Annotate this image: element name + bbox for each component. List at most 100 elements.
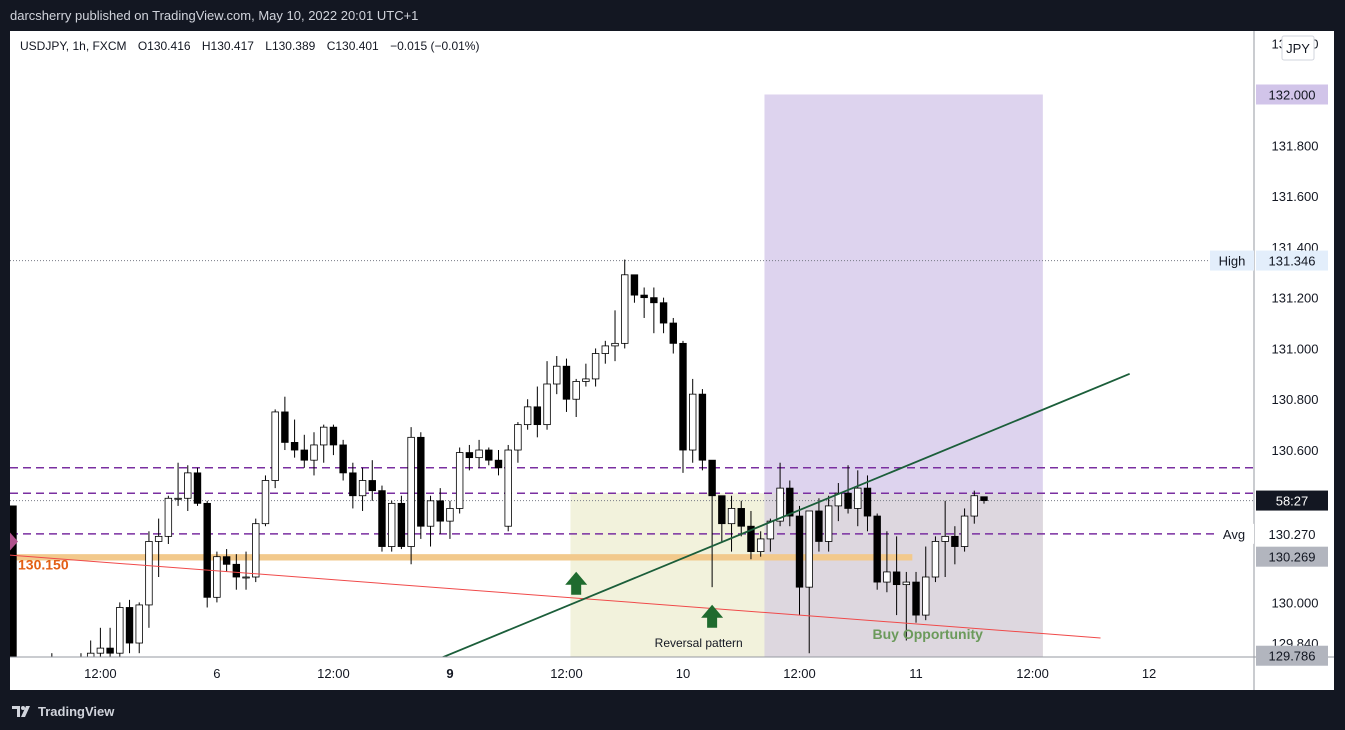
candle-5	[58, 679, 65, 690]
candle-4	[49, 653, 56, 690]
candle-body	[261, 480, 270, 525]
candle-body	[193, 472, 202, 504]
time-tick: 10	[676, 666, 690, 681]
candle-42	[417, 432, 425, 539]
candle-74	[727, 495, 736, 552]
price-tick: 131.200	[1272, 291, 1319, 306]
candle-39	[387, 500, 396, 552]
currency-box[interactable]	[1281, 35, 1315, 61]
candle-body	[533, 406, 542, 426]
candle-body	[116, 607, 124, 654]
candle-body	[300, 449, 308, 461]
time-tick: 11	[909, 666, 923, 681]
candle-57	[562, 358, 571, 412]
candle-9	[96, 627, 105, 657]
candle-body	[601, 345, 610, 354]
candle-body	[786, 487, 794, 517]
candle-29	[290, 419, 299, 458]
candle-40	[397, 495, 406, 550]
candle-body	[49, 679, 56, 690]
publisher-line: darcsherry published on TradingView.com,…	[10, 8, 419, 23]
price-tick: 131.800	[1272, 138, 1319, 153]
candle-55	[543, 361, 551, 430]
avg-label: Avg	[1223, 527, 1245, 542]
candle-22	[222, 549, 231, 572]
candle-body	[844, 492, 852, 509]
candle-82	[805, 510, 813, 654]
candle-61	[601, 340, 610, 364]
candle-69	[679, 340, 687, 473]
legend-symbol[interactable]: USDJPY, 1h, FXCM O130.416 H130.417 L130.…	[20, 39, 479, 53]
candle-body	[591, 353, 600, 380]
candle-79	[776, 462, 784, 527]
candle-56	[553, 356, 561, 395]
candle-body	[203, 502, 211, 598]
candle-76	[747, 510, 755, 560]
candle-body	[980, 496, 988, 501]
time-tick: 12	[1142, 666, 1156, 681]
candle-body	[747, 525, 755, 553]
candle-92	[902, 571, 911, 641]
candle-body	[892, 571, 901, 586]
candle-24	[242, 551, 250, 590]
candle-45	[446, 500, 454, 539]
candle-body	[922, 576, 930, 616]
time-tick: 12:00	[1016, 666, 1049, 681]
candle-93	[912, 571, 920, 623]
candle-body	[96, 647, 105, 654]
candle-body	[86, 652, 95, 657]
candle-body	[320, 426, 328, 446]
candle-body	[145, 541, 153, 606]
candle-body	[514, 424, 522, 451]
candle-94	[922, 546, 930, 621]
footer-brand[interactable]: TradingView	[12, 702, 114, 720]
candle-body	[417, 436, 425, 527]
candle-51	[504, 444, 512, 532]
candle-body	[154, 535, 163, 542]
candle-80	[786, 480, 794, 527]
buy-opportunity-label: Buy Opportunity	[873, 626, 984, 642]
candle-body	[912, 581, 920, 616]
candle-body	[960, 515, 969, 547]
candle-body	[504, 449, 512, 527]
trendline-red	[10, 554, 1101, 639]
candle-body	[795, 515, 804, 588]
chart-frame: Reversal pattern Buy Opportunity 130.150 1…	[10, 31, 1334, 690]
candle-body	[611, 342, 619, 347]
high-label: High	[1219, 254, 1246, 269]
legend-close: C130.401	[327, 39, 379, 53]
candle-100	[980, 496, 988, 504]
candle-body	[125, 607, 134, 644]
legend-change: −0.015 (−0.01%)	[390, 39, 479, 53]
candle-50	[494, 450, 503, 476]
candle-75	[737, 500, 745, 537]
trendline-green	[440, 373, 1130, 657]
candle-38	[378, 485, 386, 552]
candle-2	[29, 679, 36, 690]
avg-price-badge-bg	[1256, 523, 1328, 544]
candle-73	[718, 495, 726, 542]
candle-17	[174, 462, 182, 506]
candle-87	[854, 470, 862, 527]
candle-13	[135, 602, 143, 654]
candle-body	[252, 523, 260, 578]
candle-body	[951, 535, 959, 547]
candle-body	[679, 342, 687, 451]
time-tick: 12:00	[317, 666, 350, 681]
target-price-badge-bg	[1256, 84, 1328, 105]
candle-59	[582, 363, 590, 387]
candlestick-chart[interactable]: Reversal pattern Buy Opportunity 130.150 1…	[10, 31, 1334, 690]
candle-body	[689, 393, 697, 451]
candle-body	[737, 508, 745, 527]
candle-65	[640, 287, 648, 318]
current-price-badge: 130.269	[1269, 550, 1316, 565]
candle-body	[815, 510, 823, 542]
candle-body	[184, 472, 192, 499]
candle-77	[756, 531, 765, 557]
legend-symbol-name: USDJPY, 1h, FXCM	[20, 39, 126, 53]
candle-88	[863, 475, 872, 532]
time-tick: 12:00	[783, 666, 816, 681]
candle-99	[970, 490, 978, 524]
candle-body	[368, 480, 376, 492]
price-tick: 130.600	[1272, 443, 1319, 458]
